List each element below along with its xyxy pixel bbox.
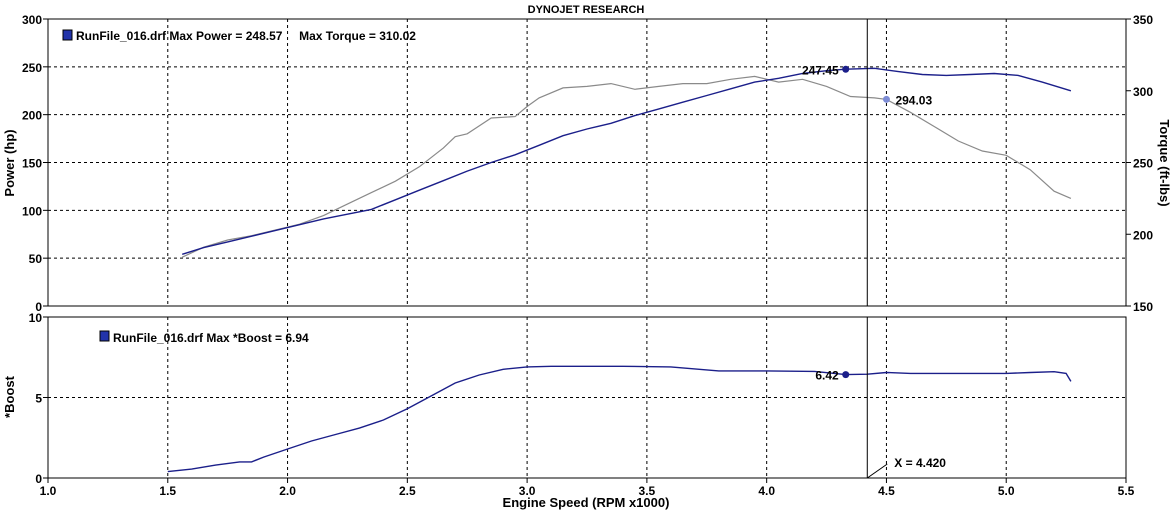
power-torque-ticks: 0 50 100 150 200 250 300 150 200 250 300 350 xyxy=(22,13,1153,314)
boost-legend: RunFile_016.drf Max *Boost = 6.94 xyxy=(99,330,309,345)
power-tick-label: 150 xyxy=(22,157,42,171)
x-tick-label: 2.0 xyxy=(279,484,296,498)
torque-tick-label: 200 xyxy=(1133,228,1153,242)
torque-tick-label: 250 xyxy=(1133,157,1153,171)
boost-tick-label: 0 xyxy=(35,472,42,486)
x-tick-label: 1.0 xyxy=(40,484,57,498)
x-tick-label: 4.5 xyxy=(878,484,895,498)
legend-marker-icon xyxy=(62,29,73,41)
power-torque-plot-area xyxy=(47,18,1127,307)
boost-axis-label: *Boost xyxy=(2,375,17,418)
cursor-value-label: X = 4.420 xyxy=(894,456,946,470)
x-tick-label: 4.0 xyxy=(758,484,775,498)
torque-tick-label: 350 xyxy=(1133,13,1153,27)
boost-grid xyxy=(48,317,1126,478)
x-tick-label: 2.5 xyxy=(399,484,416,498)
power-torque-legend-text: RunFile_016.drf Max Power = 248.57 Max T… xyxy=(76,29,416,43)
torque-readout-value-label: 294.03 xyxy=(895,93,932,107)
power-line xyxy=(181,67,1072,255)
boost-ticks: 0 5 10 xyxy=(29,311,48,486)
boost-tick-label: 10 xyxy=(29,311,43,325)
torque-tick-label: 150 xyxy=(1133,300,1153,314)
power-tick-label: 250 xyxy=(22,61,42,75)
boost-tick-label: 5 xyxy=(35,392,42,406)
boost-panel: 6.42 0 5 10 RunFile_016.drf Max *Boost = 6… xyxy=(2,311,1127,486)
torque-line xyxy=(181,75,1072,258)
power-tick-label: 0 xyxy=(35,300,42,314)
boost-readout-value-label: 6.42 xyxy=(815,369,839,383)
chart-title: DYNOJET RESEARCH xyxy=(528,4,645,16)
boost-plot-area xyxy=(47,316,1127,479)
power-tick-label: 200 xyxy=(22,109,42,123)
boost-readout-marker xyxy=(842,371,850,379)
legend-marker-icon xyxy=(99,330,110,342)
power-tick-label: 300 xyxy=(22,13,42,27)
power-axis-label: Power (hp) xyxy=(2,129,17,196)
boost-legend-text: RunFile_016.drf Max *Boost = 6.94 xyxy=(113,331,309,345)
x-tick-label: 5.5 xyxy=(1118,484,1135,498)
power-torque-series: 247.45 294.03 xyxy=(181,63,1072,258)
x-tick-label: 5.0 xyxy=(998,484,1015,498)
power-torque-panel: 247.45 294.03 0 50 100 150 200 250 300 150 200 250… xyxy=(2,13,1172,314)
boost-series: 6.42 xyxy=(167,365,1072,473)
x-tick-label: 3.0 xyxy=(519,484,536,498)
torque-readout-marker xyxy=(882,95,890,103)
torque-axis-label: Torque (ft-lbs) xyxy=(1157,119,1172,206)
power-tick-label: 100 xyxy=(22,204,42,218)
power-torque-legend: RunFile_016.drf Max Power = 248.57 Max T… xyxy=(62,29,416,43)
x-axis-label: Engine Speed (RPM x1000) xyxy=(503,495,670,510)
x-tick-label: 3.5 xyxy=(639,484,656,498)
cursor-leader xyxy=(866,463,888,479)
power-tick-label: 50 xyxy=(29,252,43,266)
x-axis-ticks: 1.0 1.5 2.0 2.5 3.0 3.5 4.0 4.5 5.0 5.5 xyxy=(40,478,1135,498)
x-tick-label: 1.5 xyxy=(159,484,176,498)
torque-tick-label: 300 xyxy=(1133,85,1153,99)
boost-line xyxy=(167,365,1072,473)
max-power-marker xyxy=(842,65,850,73)
cursor-line[interactable]: X = 4.420 xyxy=(866,19,946,479)
max-power-value-label: 247.45 xyxy=(802,63,839,77)
